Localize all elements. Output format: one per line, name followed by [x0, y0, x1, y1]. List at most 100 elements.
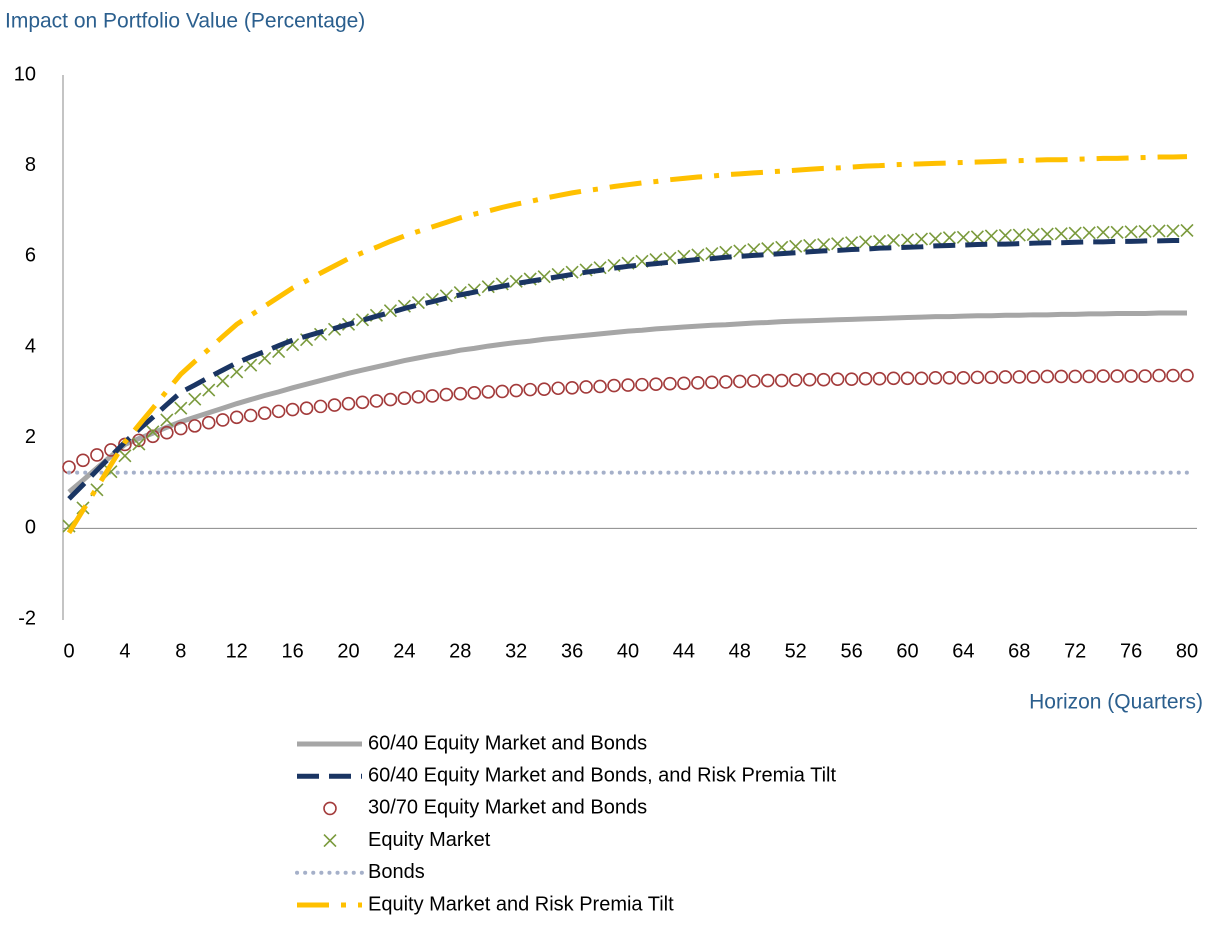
marker — [621, 378, 635, 392]
marker — [397, 391, 412, 406]
marker — [635, 254, 649, 268]
legend-item: Equity Market — [323, 829, 491, 851]
marker — [984, 229, 998, 243]
x-tick-label: 44 — [673, 640, 695, 662]
x-tick-label: 28 — [449, 640, 471, 662]
x-tick-label: 40 — [617, 640, 639, 662]
y-tick-label: -2 — [18, 607, 36, 629]
x-tick-label: 32 — [505, 640, 527, 662]
marker — [1180, 368, 1194, 383]
marker — [1096, 225, 1110, 239]
x-tick-label: 76 — [1120, 640, 1142, 662]
marker — [746, 374, 761, 388]
x-tick-label: 12 — [226, 640, 248, 662]
x-axis-label: Horizon (Quarters) — [1029, 691, 1203, 714]
marker — [323, 801, 337, 816]
marker — [928, 371, 943, 385]
legend-item: Equity Market and Risk Premia Tilt — [297, 893, 674, 915]
marker — [188, 392, 202, 406]
y-tick-label: 8 — [25, 154, 36, 176]
line — [67, 310, 1187, 494]
x-tick-label: 52 — [785, 640, 807, 662]
marker — [565, 380, 579, 395]
legend-item: Bonds — [295, 861, 425, 883]
marker — [243, 408, 258, 423]
marker — [1068, 369, 1082, 384]
marker — [607, 378, 621, 393]
marker — [1180, 223, 1194, 238]
marker — [998, 228, 1012, 243]
marker — [1166, 224, 1180, 238]
marker — [341, 396, 356, 411]
x-tick-label: 16 — [281, 640, 303, 662]
marker — [1138, 224, 1152, 238]
marker — [789, 239, 803, 253]
marker — [355, 395, 370, 410]
marker — [817, 237, 831, 252]
x-tick-label: 80 — [1176, 640, 1198, 662]
marker — [216, 374, 230, 388]
legend-label: Bonds — [368, 861, 425, 883]
marker — [579, 380, 593, 394]
marker — [146, 429, 160, 444]
y-tick-label: 4 — [25, 335, 36, 357]
marker — [481, 385, 496, 399]
marker — [774, 373, 789, 388]
marker — [1124, 369, 1138, 383]
marker — [1082, 226, 1096, 240]
y-tick-label: 6 — [25, 245, 36, 267]
marker — [215, 413, 230, 427]
marker — [509, 383, 524, 398]
marker — [425, 389, 440, 403]
series — [66, 154, 1188, 535]
marker — [1026, 228, 1040, 242]
legend-label: 30/70 Equity Market and Bonds — [368, 797, 647, 819]
x-tick-label: 72 — [1064, 640, 1086, 662]
marker — [956, 230, 970, 244]
legend-label: Equity Market and Risk Premia Tilt — [368, 893, 674, 915]
x-tick-label: 56 — [840, 640, 862, 662]
y-tick-label: 0 — [25, 517, 36, 539]
marker — [732, 374, 747, 389]
marker — [1124, 225, 1138, 239]
marker — [383, 304, 397, 318]
marker — [1012, 228, 1026, 242]
marker — [1096, 369, 1110, 383]
marker — [816, 372, 831, 387]
marker — [914, 232, 929, 246]
marker — [1026, 370, 1041, 384]
x-tick-label: 24 — [393, 640, 415, 662]
marker — [831, 237, 845, 251]
marker — [174, 401, 188, 415]
marker — [1054, 369, 1069, 384]
marker — [495, 384, 510, 399]
marker — [1054, 227, 1068, 241]
marker — [872, 371, 887, 386]
marker — [439, 387, 454, 402]
marker — [677, 376, 691, 391]
legend-item: 30/70 Equity Market and Bonds — [323, 797, 647, 819]
marker — [705, 375, 719, 390]
series — [67, 237, 1187, 501]
marker — [132, 433, 146, 448]
y-tick-label: 2 — [25, 426, 36, 448]
marker — [760, 373, 775, 388]
marker — [76, 453, 90, 468]
marker — [802, 372, 817, 387]
marker — [845, 236, 859, 250]
marker — [663, 376, 677, 391]
marker — [956, 371, 971, 385]
marker — [1068, 226, 1082, 240]
marker — [187, 419, 202, 433]
chart-title: Impact on Portfolio Value (Percentage) — [5, 10, 365, 33]
x-tick-label: 60 — [896, 640, 918, 662]
marker — [970, 230, 984, 244]
marker — [355, 313, 370, 327]
marker — [691, 376, 705, 390]
marker — [649, 377, 663, 391]
line — [67, 237, 1187, 501]
marker — [467, 385, 482, 400]
marker — [285, 402, 300, 417]
legend-label: 60/40 Equity Market and Bonds — [368, 732, 647, 754]
marker — [313, 399, 328, 414]
